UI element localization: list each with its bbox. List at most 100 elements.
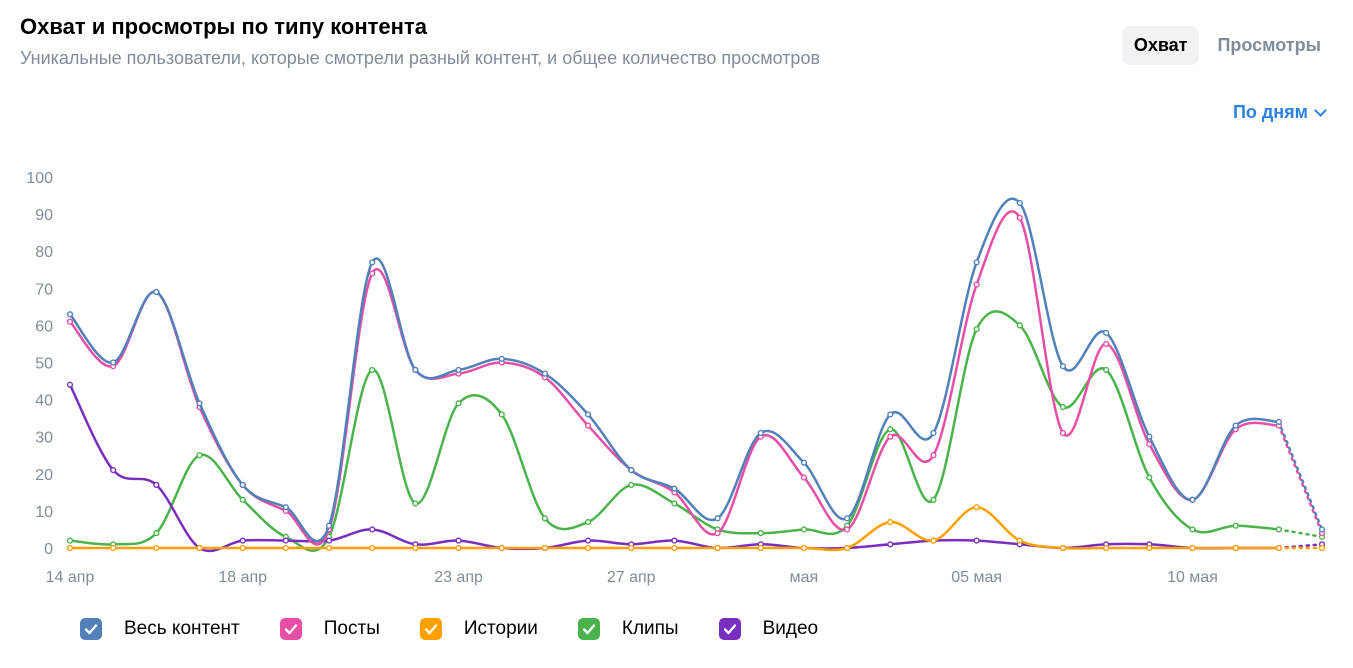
data-point — [671, 537, 678, 544]
series-line — [68, 383, 1281, 553]
data-point — [325, 537, 333, 544]
data-point — [66, 381, 74, 388]
data-point — [887, 518, 894, 526]
data-point — [1189, 496, 1196, 503]
data-point — [844, 526, 851, 533]
data-point — [584, 537, 592, 544]
data-point — [930, 537, 937, 544]
series-line-forecast — [1277, 424, 1324, 535]
checkbox-icon — [279, 618, 302, 640]
data-point — [1146, 544, 1153, 552]
data-point — [541, 370, 548, 377]
legend-item[interactable]: Видео — [718, 618, 819, 640]
line-chart: 0 10 20 30 40 50 60 70 80 90 100 14 апр 18 апр 23 апр… — [26, 170, 1326, 586]
data-point — [584, 411, 592, 418]
data-point — [239, 544, 246, 552]
data-point — [541, 515, 548, 522]
legend-label: Посты — [323, 618, 380, 639]
data-point — [325, 522, 333, 529]
legend-label: Видео — [762, 618, 819, 639]
data-point — [714, 544, 721, 552]
data-point — [1232, 522, 1239, 529]
x-tick-label: 18 апр — [218, 569, 267, 586]
tab-reach[interactable]: Охват — [1121, 26, 1200, 65]
data-point — [369, 259, 376, 266]
data-point — [282, 504, 289, 511]
legend-item[interactable]: Весь контент — [80, 618, 240, 640]
data-point — [1059, 544, 1067, 552]
data-point — [671, 500, 678, 507]
y-tick-label: 100 — [26, 170, 53, 187]
data-point — [1016, 214, 1023, 221]
y-tick-label: 10 — [35, 504, 53, 521]
data-point — [455, 366, 462, 374]
checkbox-icon — [577, 618, 600, 640]
legend-item[interactable]: Истории — [419, 618, 538, 640]
y-tick-label: 80 — [35, 244, 53, 261]
data-point — [282, 537, 289, 544]
data-point — [1318, 544, 1326, 552]
y-tick-label: 20 — [35, 467, 53, 484]
data-point — [110, 466, 117, 474]
data-point — [887, 426, 894, 433]
data-point — [800, 459, 808, 466]
data-point — [498, 411, 505, 418]
data-point — [930, 452, 937, 459]
data-point — [844, 544, 851, 552]
data-point — [887, 541, 894, 548]
data-point — [584, 422, 592, 429]
data-point — [1189, 544, 1196, 552]
data-point — [973, 537, 980, 544]
x-tick-label: мая — [790, 569, 819, 586]
data-point — [800, 474, 808, 481]
y-tick-label: 30 — [35, 430, 53, 447]
data-point — [1016, 537, 1023, 544]
y-tick-label: 0 — [44, 541, 53, 558]
y-tick-label: 50 — [35, 356, 53, 373]
data-point — [369, 270, 376, 277]
chart-title: Охват и просмотры по типу контента — [20, 14, 427, 39]
data-point — [66, 544, 74, 552]
data-point — [800, 544, 808, 552]
data-point — [455, 400, 462, 407]
data-point — [628, 544, 635, 552]
data-point — [1059, 429, 1067, 437]
chevron-down-icon — [1314, 104, 1327, 117]
chart-legend: Весь контент Посты Истории Клипы Видео — [80, 618, 858, 640]
data-point — [584, 544, 592, 552]
data-point — [887, 433, 894, 440]
data-point — [239, 496, 246, 503]
data-point — [1016, 199, 1023, 207]
period-dropdown[interactable]: По дням — [1232, 102, 1327, 123]
data-point — [1275, 418, 1282, 425]
data-point — [671, 544, 678, 552]
data-point — [541, 544, 548, 552]
data-point — [714, 530, 721, 537]
checkbox-icon — [718, 618, 741, 640]
series-line — [68, 197, 1281, 543]
legend-item[interactable]: Клипы — [577, 618, 679, 640]
data-point — [1146, 433, 1153, 440]
checkbox-icon — [80, 618, 102, 640]
data-point — [369, 544, 376, 552]
data-point — [973, 504, 980, 511]
series-line-forecast — [1277, 420, 1324, 531]
data-point — [584, 518, 592, 526]
legend-item[interactable]: Посты — [279, 618, 380, 640]
data-point — [153, 544, 160, 552]
data-point — [1103, 544, 1110, 552]
data-point — [1189, 526, 1196, 533]
data-point — [412, 366, 419, 374]
data-point — [1232, 422, 1239, 429]
data-point — [1059, 403, 1067, 411]
period-label: По дням — [1232, 102, 1308, 122]
data-point — [628, 481, 635, 489]
y-tick-label: 40 — [35, 393, 53, 410]
data-point — [412, 544, 419, 552]
tab-views[interactable]: Просмотры — [1217, 35, 1321, 55]
data-point — [714, 515, 721, 522]
data-point — [498, 355, 505, 362]
data-point — [1275, 544, 1282, 552]
series-line — [68, 310, 1281, 552]
data-point — [455, 537, 462, 544]
